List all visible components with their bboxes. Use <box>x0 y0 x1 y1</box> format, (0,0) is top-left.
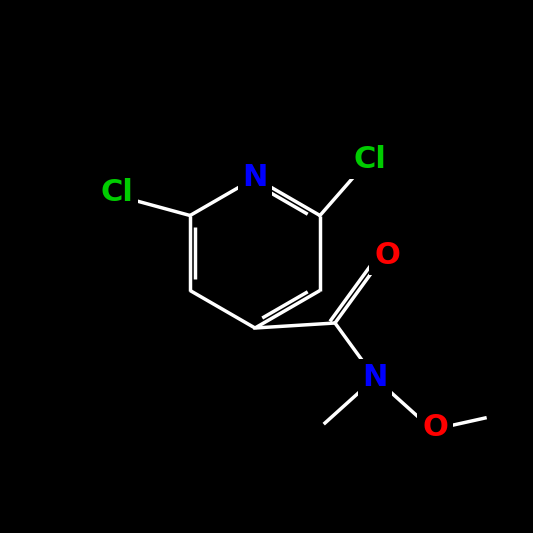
Text: N: N <box>362 364 387 392</box>
Text: O: O <box>374 241 400 271</box>
Text: Cl: Cl <box>353 145 386 174</box>
Text: O: O <box>422 414 448 442</box>
Text: Cl: Cl <box>101 178 133 207</box>
Text: N: N <box>243 164 268 192</box>
